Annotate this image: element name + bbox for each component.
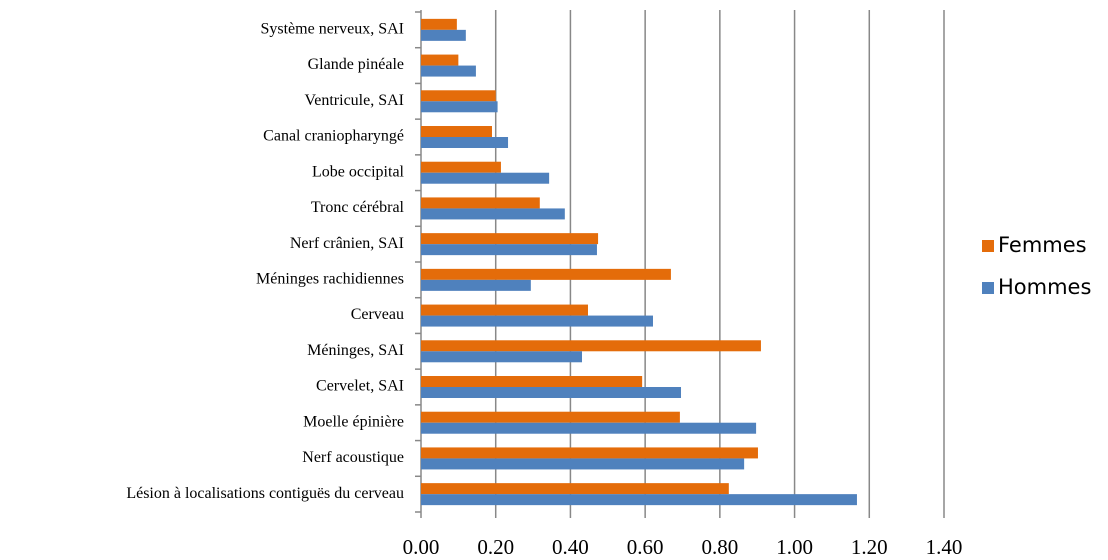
y-tick-label: Système nerveux, SAI bbox=[260, 21, 404, 38]
y-tick-label: Lésion à localisations contiguës du cerv… bbox=[126, 485, 404, 502]
y-tick-label: Nerf crânien, SAI bbox=[290, 235, 404, 252]
bar bbox=[421, 161, 501, 173]
x-tick-label: 0.40 bbox=[552, 535, 589, 559]
legend-label: Femmes bbox=[998, 233, 1087, 257]
bar bbox=[421, 304, 588, 316]
bar bbox=[421, 340, 761, 352]
bar bbox=[421, 387, 682, 398]
bar bbox=[421, 90, 496, 102]
x-tick-label: 0.20 bbox=[477, 535, 514, 559]
bar bbox=[421, 244, 597, 256]
y-tick-label: Méninges, SAI bbox=[307, 342, 404, 359]
y-tick-label: Canal craniopharyngé bbox=[263, 128, 404, 145]
bar bbox=[421, 197, 540, 209]
bar bbox=[421, 208, 565, 220]
bar bbox=[421, 376, 643, 387]
y-tick-label: Cerveau bbox=[351, 306, 404, 323]
bar bbox=[421, 268, 671, 280]
bar bbox=[421, 483, 729, 495]
x-tick-label: 1.00 bbox=[776, 535, 813, 559]
bar bbox=[421, 126, 492, 137]
bar bbox=[421, 65, 476, 77]
y-tick-label: Glande pinéale bbox=[308, 56, 404, 73]
bar bbox=[421, 54, 459, 66]
y-tick-label: Tronc cérébral bbox=[311, 199, 405, 216]
bar bbox=[421, 233, 599, 245]
bar bbox=[421, 315, 653, 327]
bar bbox=[421, 279, 531, 291]
x-tick-label: 1.40 bbox=[926, 535, 963, 559]
x-tick-label: 0.00 bbox=[403, 535, 440, 559]
x-tick-label: 1.20 bbox=[851, 535, 888, 559]
bar bbox=[421, 422, 757, 434]
legend-swatch bbox=[982, 282, 994, 294]
bar bbox=[421, 29, 466, 41]
bar bbox=[421, 447, 758, 459]
y-tick-label: Cervelet, SAI bbox=[316, 378, 404, 395]
legend-label: Hommes bbox=[998, 275, 1091, 299]
bar bbox=[421, 172, 550, 184]
y-tick-label: Nerf acoustique bbox=[302, 449, 404, 466]
bar bbox=[421, 411, 680, 423]
y-tick-label: Lobe occipital bbox=[312, 163, 405, 180]
y-tick-label: Méninges rachidiennes bbox=[256, 271, 404, 288]
x-tick-label: 0.60 bbox=[627, 535, 664, 559]
y-tick-label: Moelle épinière bbox=[303, 413, 404, 430]
bar bbox=[421, 351, 583, 363]
bar bbox=[421, 101, 498, 113]
x-tick-label: 0.80 bbox=[701, 535, 738, 559]
bar bbox=[421, 458, 745, 470]
y-tick-label: Ventricule, SAI bbox=[304, 92, 404, 109]
bar bbox=[421, 137, 509, 148]
bar bbox=[421, 18, 457, 30]
legend-swatch bbox=[982, 240, 994, 252]
bar bbox=[421, 494, 857, 506]
